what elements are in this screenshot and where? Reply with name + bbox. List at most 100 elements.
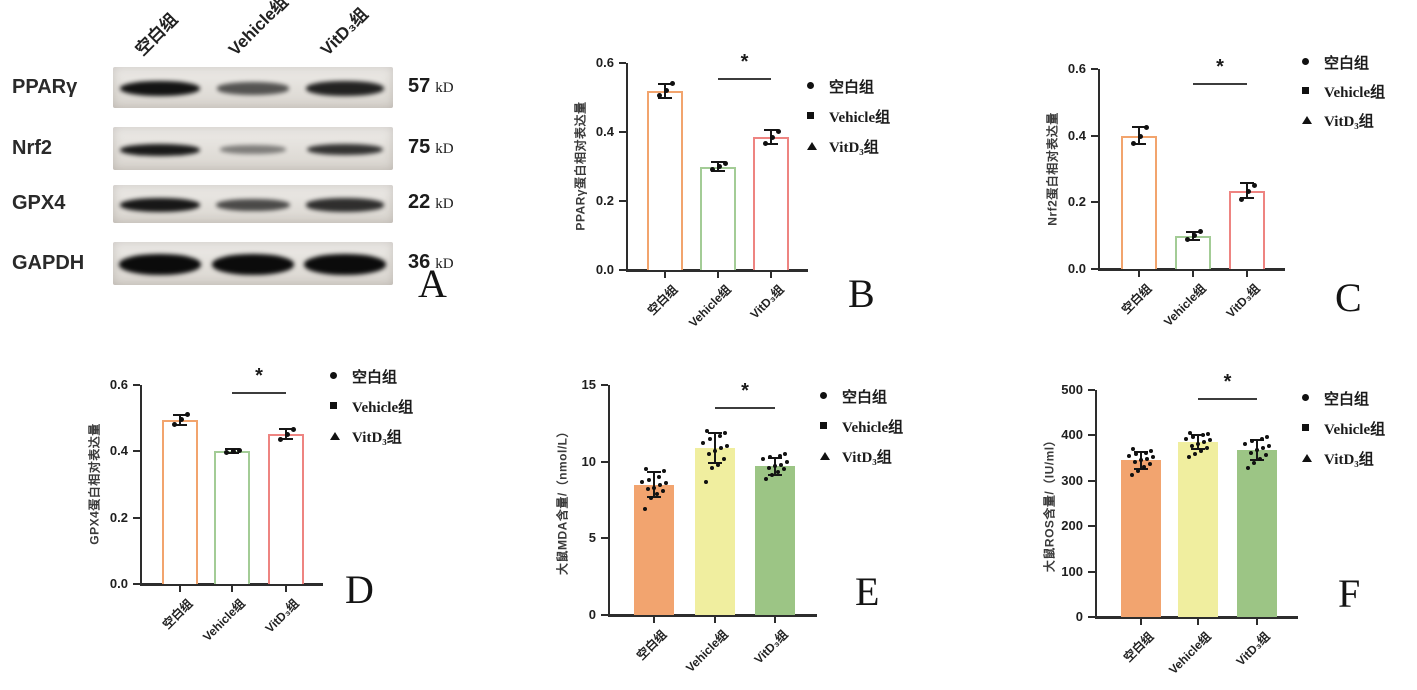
square-marker-icon <box>1302 87 1309 94</box>
data-point <box>1196 442 1200 447</box>
x-tick <box>1138 271 1140 277</box>
circle-marker-icon <box>330 372 337 379</box>
bar-空白组 <box>634 484 674 615</box>
data-point <box>661 488 665 493</box>
data-point <box>640 479 644 484</box>
error-bar-cap <box>279 438 293 441</box>
data-point <box>1130 140 1136 146</box>
significance-star: * <box>741 380 749 402</box>
circle-marker-icon <box>1302 58 1309 65</box>
data-point <box>1251 182 1257 188</box>
y-axis-line <box>1097 69 1100 269</box>
x-axis-line <box>139 583 323 586</box>
legend-label: VitD₃组 <box>1324 452 1374 468</box>
x-category-label: VitD₃组 <box>262 596 302 636</box>
panel-c-chart: Nrf2蛋白相对表达量 C 0.0 0.2 0.4 0.6 空白组 Vehicle组 Vit… <box>990 30 1417 340</box>
legend-label: 空白组 <box>352 370 398 386</box>
bar-Vehicle组 <box>1178 442 1218 617</box>
data-point <box>223 450 229 456</box>
data-point <box>1184 436 1188 441</box>
bar-VitD₃组 <box>268 434 304 584</box>
data-point <box>701 441 705 446</box>
y-tick-label: 400 <box>1061 427 1083 443</box>
y-tick <box>1088 389 1095 391</box>
data-point <box>1134 452 1138 457</box>
y-tick <box>619 62 626 64</box>
data-point <box>710 465 714 470</box>
data-point <box>778 453 782 458</box>
data-point <box>1145 457 1149 461</box>
data-point <box>705 429 709 433</box>
x-category-label: Vehicle组 <box>682 627 731 676</box>
data-point <box>722 456 726 461</box>
data-point <box>704 479 708 484</box>
data-point <box>652 485 656 490</box>
square-marker-icon <box>807 112 814 119</box>
data-point <box>1187 455 1191 460</box>
y-tick-label: 0.6 <box>1067 61 1086 76</box>
y-tick <box>1088 616 1095 618</box>
data-point <box>1190 443 1194 448</box>
data-point <box>1261 446 1265 451</box>
mw-value: 36 <box>408 250 431 273</box>
lane-label: VitD₃组 <box>316 4 372 60</box>
y-axis-label: GPX4蛋白相对表达量 <box>87 423 102 545</box>
error-bar-cap <box>768 456 782 459</box>
mw-unit: kD <box>435 255 454 272</box>
bar-Vehicle组 <box>214 451 250 584</box>
protein-band <box>304 254 386 275</box>
data-point <box>1258 457 1262 461</box>
data-point <box>719 445 723 450</box>
x-axis-line <box>607 614 817 617</box>
error-bar-cap <box>647 495 661 498</box>
circle-marker-icon <box>820 392 827 399</box>
y-axis-line <box>1094 390 1097 617</box>
triangle-marker-icon <box>330 432 340 440</box>
x-category-label: VitD₃组 <box>1223 281 1263 321</box>
data-point <box>1184 237 1190 243</box>
data-point <box>716 462 720 467</box>
y-tick-label: 0.2 <box>109 509 128 525</box>
y-tick <box>601 384 608 386</box>
x-axis-line <box>1094 616 1298 619</box>
x-tick <box>714 617 716 623</box>
panel-a-western-blot: A 空白组 Vehicle组 VitD₃组 PPARγ 57 kD Nrf2 75 kD GPX4… <box>0 0 520 330</box>
y-tick-label: 0.4 <box>109 443 128 459</box>
x-axis-line <box>1097 268 1285 271</box>
data-point <box>290 427 296 433</box>
y-tick-label: 200 <box>1061 518 1083 534</box>
y-tick <box>133 583 140 585</box>
legend-label: VitD₃组 <box>352 430 402 446</box>
mw-unit: kD <box>435 79 454 96</box>
y-tick <box>1088 525 1095 528</box>
y-tick <box>1091 68 1098 70</box>
x-tick <box>1192 271 1194 277</box>
error-bar-cap <box>1250 438 1264 441</box>
error-bar <box>714 432 716 464</box>
significance-line <box>1193 83 1247 85</box>
data-point <box>230 448 236 454</box>
data-point <box>782 467 786 472</box>
circle-marker-icon <box>807 82 814 89</box>
y-tick-label: 0.4 <box>595 124 614 139</box>
y-tick-label: 0.0 <box>595 262 614 277</box>
x-category-label: VitD₃组 <box>751 627 791 667</box>
y-axis-line <box>607 385 610 615</box>
x-tick <box>774 617 776 623</box>
error-bar-cap <box>658 96 672 99</box>
y-tick-label: 100 <box>1061 563 1083 579</box>
x-category-label: 空白组 <box>633 627 670 663</box>
bar-Vehicle组 <box>695 447 735 615</box>
data-point <box>657 475 661 479</box>
triangle-marker-icon <box>1302 454 1312 462</box>
x-tick <box>285 586 287 592</box>
y-tick-label: 0.0 <box>1067 261 1086 276</box>
data-point <box>656 93 662 99</box>
data-point <box>776 470 780 475</box>
data-point <box>644 467 648 472</box>
blot-strip-gapdh <box>113 242 393 285</box>
data-point <box>1245 189 1251 195</box>
legend-label: 空白组 <box>829 80 875 96</box>
error-bar-cap <box>764 143 778 146</box>
protein-label: PPARγ <box>12 75 78 98</box>
